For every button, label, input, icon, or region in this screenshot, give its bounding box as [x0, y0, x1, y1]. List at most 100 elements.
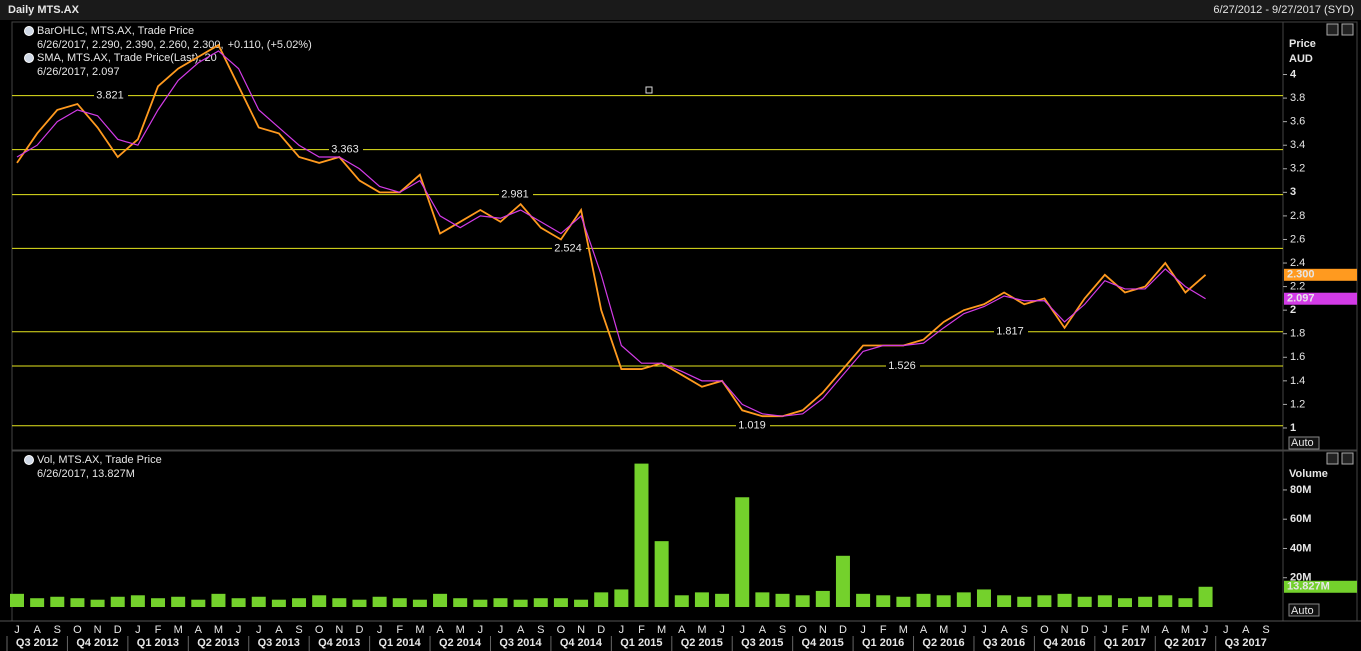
y-tick-label: 3.4 — [1290, 139, 1305, 151]
reference-label: 3.363 — [331, 143, 359, 155]
volume-bar — [815, 590, 830, 607]
legend-icon[interactable] — [24, 455, 34, 465]
volume-bar — [654, 541, 669, 607]
x-month-label: S — [537, 624, 544, 636]
x-quarter-label: Q4 2014 — [560, 637, 603, 649]
x-month-label: N — [577, 624, 585, 636]
x-month-label: M — [415, 624, 424, 636]
price-line — [16, 50, 1206, 417]
volume-bar — [352, 599, 367, 607]
x-month-label: O — [557, 624, 566, 636]
x-quarter-label: Q1 2017 — [1104, 637, 1146, 649]
volume-bar — [835, 555, 850, 607]
x-month-label: D — [839, 624, 847, 636]
volume-bar — [674, 595, 689, 607]
volume-bar — [1077, 596, 1092, 607]
volume-bar — [130, 595, 145, 607]
x-month-label: S — [779, 624, 786, 636]
legend-change: +0.110, (+5.02%) — [228, 39, 312, 51]
x-month-label: S — [1021, 624, 1028, 636]
reference-label-bg — [736, 419, 770, 432]
last-value-label: 13.827M — [1287, 581, 1330, 593]
x-quarter-label: Q1 2016 — [862, 637, 904, 649]
x-month-label: J — [478, 624, 484, 636]
reference-label: 3.821 — [96, 90, 124, 102]
volume-bar — [231, 598, 246, 607]
close-button[interactable] — [1341, 23, 1354, 36]
volume-bar — [795, 595, 810, 607]
volume-bar — [755, 592, 770, 607]
y-axis-title: Volume — [1289, 468, 1328, 480]
x-month-label: D — [1081, 624, 1089, 636]
auto-button[interactable] — [1288, 603, 1320, 617]
volume-bar — [936, 595, 951, 607]
x-quarter-label: Q3 2015 — [741, 637, 783, 649]
volume-bar — [1138, 596, 1153, 607]
x-quarter-label: Q1 2014 — [379, 637, 422, 649]
x-month-label: M — [214, 624, 223, 636]
x-quarter-label: Q2 2016 — [922, 637, 964, 649]
last-value-label: 2.097 — [1287, 293, 1315, 305]
y-tick-label: 1.6 — [1290, 351, 1305, 363]
volume-bar — [856, 593, 871, 607]
reference-label-bg — [329, 143, 363, 156]
x-month-label: J — [236, 624, 242, 636]
x-month-label: A — [195, 624, 203, 636]
x-month-label: S — [1262, 624, 1269, 636]
volume-bar — [211, 593, 226, 607]
x-month-label: M — [899, 624, 908, 636]
reference-label-bg — [886, 360, 920, 372]
x-month-label: J — [1203, 624, 1209, 636]
panel-controls — [1326, 23, 1354, 465]
auto-button-label[interactable]: Auto — [1291, 437, 1314, 449]
close-button[interactable] — [1341, 452, 1354, 465]
last-value-tag — [1284, 580, 1357, 593]
volume-bar — [1017, 596, 1032, 607]
x-month-label: J — [135, 624, 141, 636]
reference-label-bg — [499, 188, 533, 201]
volume-bar — [171, 596, 186, 607]
volume-bar — [271, 599, 286, 607]
restore-button[interactable] — [1326, 452, 1339, 465]
auto-button[interactable] — [1288, 436, 1320, 450]
y-tick-label: 2.8 — [1290, 210, 1305, 222]
legend-icon[interactable] — [24, 26, 34, 36]
legend-detail: 6/26/2017, 2.290, 2.390, 2.260, 2.300, — [37, 39, 224, 51]
volume-bar — [433, 593, 448, 607]
volume-bar — [1158, 595, 1173, 607]
x-month-label: F — [638, 624, 645, 636]
x-month-label: N — [819, 624, 827, 636]
x-quarter-label: Q1 2015 — [620, 637, 662, 649]
volume-bar — [634, 463, 649, 607]
volume-bar — [916, 593, 931, 607]
volume-bar — [1178, 598, 1193, 607]
y-tick-label: 3.6 — [1290, 116, 1305, 128]
x-month-label: F — [155, 624, 162, 636]
auto-button-label[interactable]: Auto — [1291, 605, 1314, 617]
x-month-label: A — [275, 624, 283, 636]
last-value-label: 2.300 — [1287, 269, 1315, 281]
reference-label-bg — [94, 89, 128, 102]
y-tick-label: 40M — [1290, 542, 1311, 554]
price-panel — [11, 21, 1358, 451]
volume-bar — [332, 598, 347, 607]
volume-bar — [151, 598, 166, 607]
y-tick-label: 3 — [1290, 186, 1296, 198]
x-quarter-label: Q4 2013 — [318, 637, 360, 649]
reference-label: 2.524 — [554, 242, 582, 254]
x-month-label: A — [1000, 624, 1008, 636]
last-value-tag — [1284, 292, 1357, 305]
x-quarter-label: Q3 2013 — [258, 637, 300, 649]
legend-icon[interactable] — [24, 53, 34, 63]
volume-bar — [412, 599, 427, 607]
x-month-label: F — [396, 624, 403, 636]
reference-label-bg — [994, 325, 1028, 338]
volume-bar — [30, 598, 45, 607]
legend-detail: 6/26/2017, 13.827M — [37, 468, 135, 480]
volume-bar — [292, 598, 307, 607]
volume-bar — [715, 593, 730, 607]
x-month-label: M — [456, 624, 465, 636]
x-month-label: J — [256, 624, 262, 636]
restore-button[interactable] — [1326, 23, 1339, 36]
